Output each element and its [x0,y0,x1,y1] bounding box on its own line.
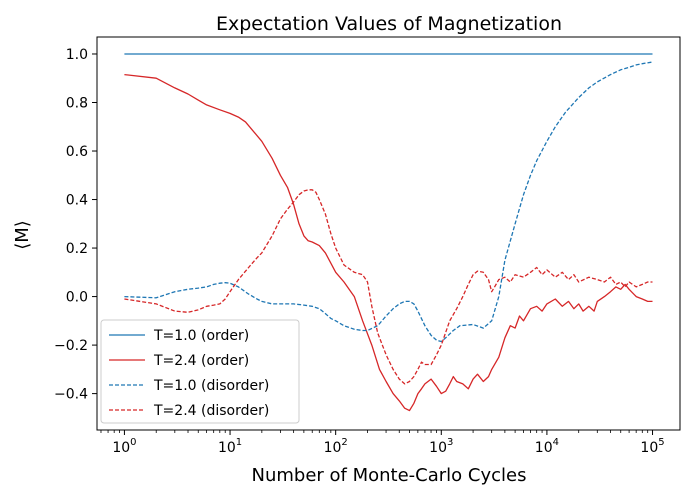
x-tick-label: 100 [112,437,136,456]
y-tick-label: 0.8 [66,96,88,112]
y-tick-label: −0.4 [54,387,88,403]
legend-label: T=1.0 (order) [153,328,249,344]
x-tick-label: 101 [218,437,242,456]
legend-box [100,319,300,424]
x-tick-label: 103 [429,437,453,456]
y-axis-label: ⟨M⟩ [12,220,33,250]
y-axis: 1.0 0.8 0.6 0.4 0.2 0.0 −0.2 −0.4 [54,47,97,403]
y-tick-label: −0.2 [54,338,88,354]
legend-label: T=2.4 (order) [153,353,249,369]
y-tick-label: 0.6 [66,144,88,160]
legend: T=1.0 (order) T=2.4 (order) T=1.0 (disorde… [100,319,300,424]
x-axis: 100 101 102 103 104 105 [100,430,665,456]
series-layer [124,53,653,412]
legend-label: T=2.4 (disorder) [153,403,269,419]
x-axis-label: Number of Monte-Carlo Cycles [252,465,527,486]
x-tick-label: 104 [535,437,559,456]
y-tick-label: 0.4 [66,193,88,209]
plot-frame [96,36,681,431]
series-line-2 [124,73,653,412]
legend-label: T=1.0 (disorder) [153,378,269,394]
y-tick-label: 0.2 [66,241,88,257]
y-tick-label: 0.0 [66,290,88,306]
series-line-3 [124,61,653,343]
y-tick-label: 1.0 [66,47,88,63]
chart-title: Expectation Values of Magnetization [216,13,562,35]
x-tick-label: 105 [640,437,664,456]
x-tick-label: 102 [324,437,348,456]
series-line-4 [124,189,653,385]
